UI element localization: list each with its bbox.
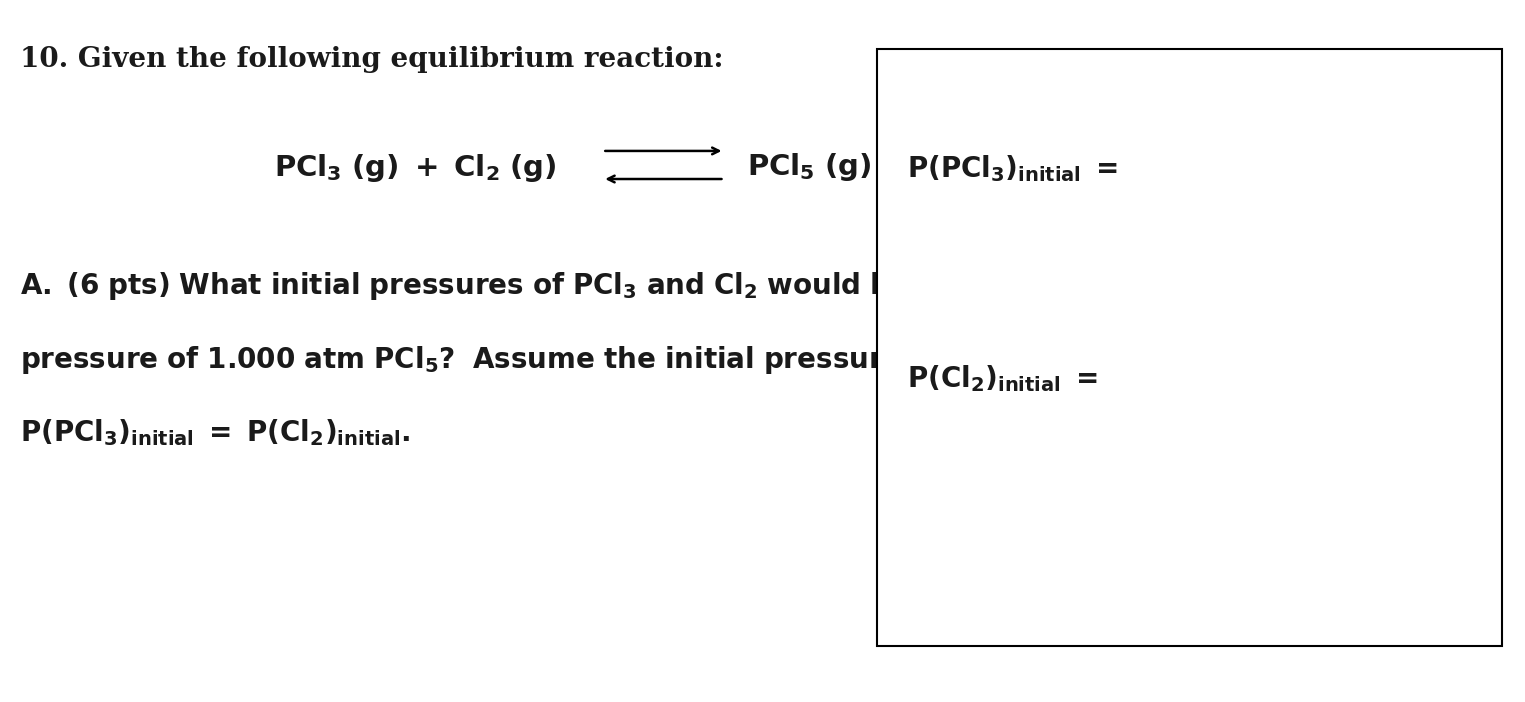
Text: $\mathbf{PCl_5\ (g)\ \ \ K_p = 31.45\ (at\ 25\ ^\circ C)}$: $\mathbf{PCl_5\ (g)\ \ \ K_p = 31.45\ (a…	[747, 151, 1238, 186]
Text: $\mathbf{pressure\ of\ 1.000\ atm\ PCl_5?\ \ Assume\ the\ initial\ pressure\ of\: $\mathbf{pressure\ of\ 1.000\ atm\ PCl_5…	[20, 344, 1359, 376]
Text: 10. Given the following equilibrium reaction:: 10. Given the following equilibrium reac…	[20, 46, 723, 72]
Text: $\mathbf{P(PCl_3)_{initial}\ =}$: $\mathbf{P(PCl_3)_{initial}\ =}$	[907, 153, 1119, 184]
Bar	[877, 49, 1502, 646]
Text: $\mathbf{P(Cl_2)_{initial}\ =}$: $\mathbf{P(Cl_2)_{initial}\ =}$	[907, 364, 1098, 395]
Text: $\mathbf{A.\ (6\ pts)\ What\ initial\ pressures\ of\ PCl_3\ and\ Cl_2\ would\ be: $\mathbf{A.\ (6\ pts)\ What\ initial\ pr…	[20, 270, 1406, 303]
Text: $\mathbf{P(PCl_3)_{initial}\ =\ P(Cl_2)_{initial}.}$: $\mathbf{P(PCl_3)_{initial}\ =\ P(Cl_2)_…	[20, 418, 410, 449]
Text: $\mathbf{PCl_3\ (g)\ +\ Cl_2\ (g)}$: $\mathbf{PCl_3\ (g)\ +\ Cl_2\ (g)}$	[274, 152, 557, 185]
